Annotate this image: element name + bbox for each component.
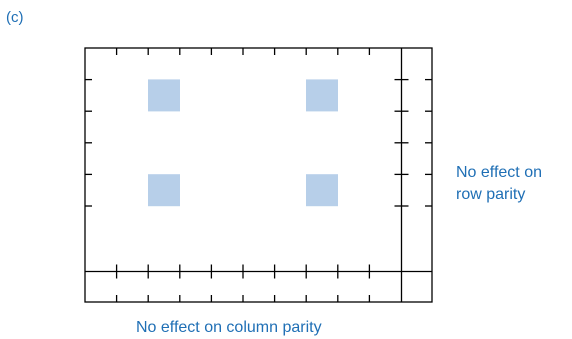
flipped-bit-cell-2 [306, 79, 338, 112]
panel-label: (c) [6, 9, 24, 26]
flipped-bit-cell-4 [306, 174, 338, 207]
flipped-bit-cell-3 [148, 174, 180, 207]
flipped-bit-cell-1 [148, 79, 180, 112]
column-parity-caption: No effect on column parity [136, 319, 322, 336]
grid-outer-border [84, 47, 433, 303]
row-parity-caption-line1: No effect on [456, 164, 542, 181]
row-parity-caption-line2: row parity [456, 186, 526, 203]
row-parity-caption: No effect on row parity [456, 162, 542, 206]
